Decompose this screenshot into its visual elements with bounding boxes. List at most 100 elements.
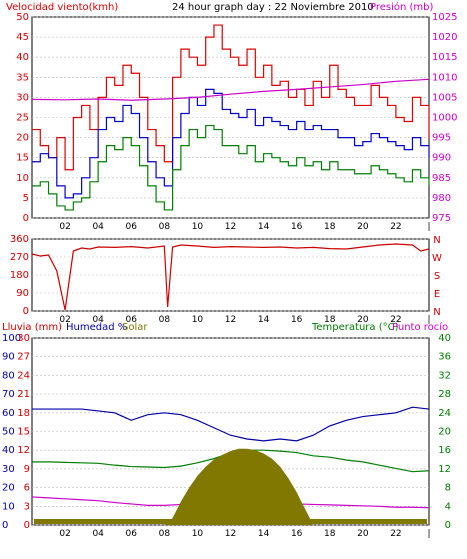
x-tick-label: 08 <box>159 315 171 325</box>
y-tick-label: 180 <box>10 270 29 281</box>
x-tick-label: 14 <box>258 222 270 232</box>
chart-title: 24 hour graph day : 22 Noviembre 2010 <box>172 2 374 13</box>
x-tick-label: 10 <box>192 529 204 539</box>
temp-tick-label: 16 <box>438 445 451 456</box>
x-tick-label: | <box>427 315 430 325</box>
y2-tick-label: 980 <box>432 193 451 204</box>
x-tick-label: 08 <box>159 222 171 232</box>
y-tick-label: 0 <box>23 213 29 224</box>
rain-tick-label: 3 <box>24 501 30 512</box>
y-tick-label: 0 <box>23 306 29 317</box>
compass-label: E <box>434 289 440 300</box>
series-area-solar <box>164 448 314 525</box>
series-layer <box>31 24 430 525</box>
solar-label: Solar <box>122 322 148 333</box>
y-tick-label: 35 <box>16 72 29 83</box>
y2-tick-label: 975 <box>432 213 451 224</box>
wind-speed-label: Velocidad viento(kmh) <box>6 2 118 13</box>
rain-tick-label: 6 <box>24 483 30 494</box>
y-tick-label: 5 <box>23 193 29 204</box>
x-tick-label: 20 <box>357 222 369 232</box>
x-tick-label: 06 <box>126 315 138 325</box>
humidity-tick-label: 0 <box>2 520 8 531</box>
x-tick-label: 16 <box>291 222 303 232</box>
temp-tick-label: 0 <box>445 520 451 531</box>
temp-tick-label: 40 <box>438 333 451 344</box>
x-tick-label: 22 <box>390 529 401 539</box>
rain-tick-label: 18 <box>17 408 30 419</box>
rain-tick-label: 24 <box>17 370 30 381</box>
series-line-low <box>32 124 430 211</box>
x-tick-label: 02 <box>59 222 70 232</box>
y-tick-label: 25 <box>16 113 29 124</box>
humidity-tick-label: 70 <box>2 389 15 400</box>
x-tick-label: 04 <box>92 529 104 539</box>
temperature-label: Temperatura (°C) <box>311 322 399 333</box>
x-tick-label: 10 <box>192 315 204 325</box>
temp-tick-label: 24 <box>438 408 451 419</box>
rain-tick-label: 9 <box>24 464 30 475</box>
y-tick-label: 40 <box>16 52 29 63</box>
humidity-tick-label: 50 <box>2 427 15 438</box>
x-tick-label: 20 <box>357 529 369 539</box>
y2-tick-label: 1010 <box>432 72 457 83</box>
rain-tick-label: 27 <box>17 352 30 363</box>
x-tick-label: 12 <box>225 315 236 325</box>
y-tick-label: 15 <box>16 153 29 164</box>
x-tick-label: 06 <box>126 222 138 232</box>
x-tick-label: 18 <box>324 315 336 325</box>
humidity-tick-label: 80 <box>2 370 15 381</box>
x-tick-label: 12 <box>225 222 236 232</box>
humidity-tick-label: 30 <box>2 464 15 475</box>
x-tick-label: 20 <box>357 315 369 325</box>
rain-tick-label: 0 <box>24 520 30 531</box>
y-tick-label: 360 <box>10 234 29 245</box>
rain-tick-label: 12 <box>17 445 30 456</box>
compass-label: N <box>433 235 440 246</box>
y-tick-label: 10 <box>16 173 29 184</box>
x-tick-label: 18 <box>324 222 336 232</box>
pressure-label: Presión (mb) <box>370 1 434 13</box>
y2-tick-label: 1005 <box>432 92 457 103</box>
y-tick-label: 270 <box>10 252 29 263</box>
temp-tick-label: 8 <box>445 483 451 494</box>
temp-tick-label: 36 <box>438 352 451 363</box>
series-line-gust <box>32 24 430 171</box>
temp-tick-label: 12 <box>438 464 451 475</box>
y-tick-label: 20 <box>16 133 29 144</box>
grid-layer <box>32 16 429 526</box>
x-tick-label: 10 <box>192 222 204 232</box>
compass-label: N <box>433 307 440 318</box>
x-tick-label: 02 <box>59 529 70 539</box>
temp-tick-label: 20 <box>438 427 451 438</box>
compass-label: S <box>434 271 440 282</box>
rain-tick-label: 15 <box>17 427 30 438</box>
x-tick-label: 14 <box>258 315 270 325</box>
x-tick-label: 08 <box>159 529 171 539</box>
x-tick-label: 04 <box>92 222 104 232</box>
rain-tick-label: 21 <box>17 389 30 400</box>
y2-tick-label: 990 <box>432 153 451 164</box>
dewpoint-label: Punto rocío <box>392 321 448 333</box>
x-tick-label: 06 <box>126 529 138 539</box>
tick-layer: 02 04 06 08 10 12 14 16 18 20 22 |02 04 06 08 10 12 14 16 1… <box>2 12 457 539</box>
humidity-tick-label: 10 <box>2 501 15 512</box>
x-tick-label: 16 <box>291 529 303 539</box>
x-tick-label: 22 <box>390 222 401 232</box>
rain-tick-label: 30 <box>17 333 30 344</box>
x-tick-label: 12 <box>225 529 236 539</box>
y2-tick-label: 1025 <box>432 12 457 23</box>
y2-tick-label: 1000 <box>432 113 457 124</box>
y2-tick-label: 1015 <box>432 52 457 63</box>
x-tick-label: | <box>427 222 430 232</box>
temp-tick-label: 4 <box>445 501 451 512</box>
y-tick-label: 50 <box>16 12 29 23</box>
y2-tick-label: 1020 <box>432 32 457 43</box>
y-tick-label: 90 <box>16 288 29 299</box>
x-tick-label: | <box>427 529 430 539</box>
series-line-humidity <box>32 406 430 442</box>
x-tick-label: 16 <box>291 315 303 325</box>
x-tick-label: 04 <box>92 315 104 325</box>
humidity-tick-label: 40 <box>2 445 15 456</box>
humidity-tick-label: 100 <box>2 333 21 344</box>
